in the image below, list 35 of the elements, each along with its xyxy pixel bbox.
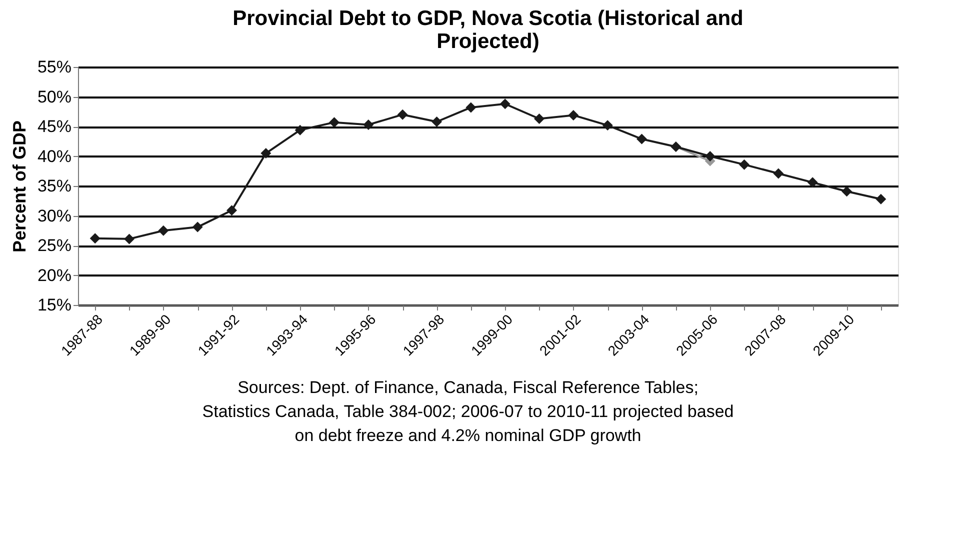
point: [90, 233, 100, 244]
point: [260, 148, 272, 159]
point: [602, 120, 613, 131]
y-tick-label: 50%: [37, 87, 72, 106]
point: [842, 186, 852, 197]
point: [192, 222, 203, 232]
point: [226, 205, 237, 216]
point: [432, 116, 442, 127]
point: [739, 159, 750, 170]
point: [397, 109, 408, 120]
point: [363, 119, 374, 130]
point: [294, 124, 306, 136]
point: [329, 117, 340, 128]
point: [876, 194, 886, 204]
point: [568, 110, 579, 120]
point: [636, 134, 647, 144]
y-tick-label: 45%: [37, 117, 72, 136]
y-axis-title: Percent of GDP: [9, 120, 30, 253]
y-tick-label: 30%: [37, 206, 72, 226]
y-tick-label: 35%: [37, 176, 72, 196]
point: [534, 114, 544, 124]
point: [704, 151, 716, 162]
point: [158, 225, 169, 236]
source-note: Sources: Dept. of Finance, Canada, Fiscal Reference Tables; Statistics Canada, Table 384-002; 2006-07 to 2010-11 projected based on debt freeze and 4.2% nominal GDP growth: [202, 378, 734, 445]
y-tick-label: 40%: [37, 146, 72, 166]
y-tick-label: 55%: [37, 58, 72, 76]
point: [773, 168, 784, 179]
point: [807, 177, 818, 188]
point: [500, 98, 510, 110]
point: [124, 234, 134, 244]
chart-title: Provincial Debt to GDP, Nova Scotia (Historical and Projected): [232, 7, 744, 53]
point: [466, 102, 476, 113]
y-tick-label: 25%: [37, 236, 72, 255]
y-tick-label: 15%: [37, 296, 72, 314]
y-tick-label: 20%: [37, 266, 72, 285]
